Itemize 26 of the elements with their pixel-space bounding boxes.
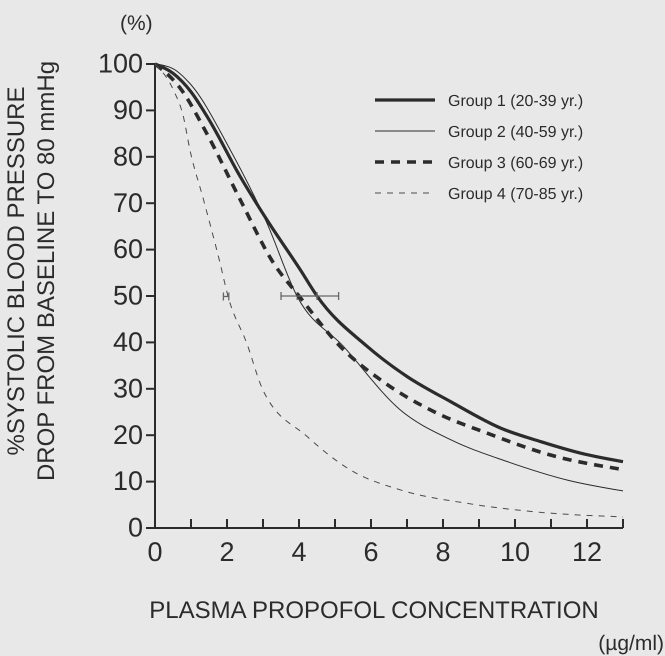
x-tick-label: 2 (219, 537, 235, 568)
x-axis-title: PLASMA PROPOFOL CONCENTRATION (149, 597, 599, 624)
x-tick-label: 12 (572, 537, 602, 568)
text: (µg/ml) (598, 632, 664, 655)
legend-label: Group 3 (60-69 yr.) (448, 155, 584, 172)
y-tick-label: 100 (98, 48, 143, 79)
x-tick-label: 6 (363, 537, 379, 568)
y-tick-label: 90 (112, 95, 143, 126)
y-tick-label: 50 (112, 280, 143, 311)
y-tick-label: 10 (112, 466, 143, 496)
y-tick-label: 70 (112, 188, 143, 218)
y-tick-label: 80 (112, 141, 143, 172)
y-axis-title: %SYSTOLIC BLOOD PRESSURE DROP FROM BASELINE TO 80 mmHg (3, 60, 60, 482)
y-tick-label: 40 (112, 327, 143, 358)
x-tick-label: 10 (500, 537, 530, 568)
y-tick-label: 0 (128, 512, 143, 543)
text: (%) (120, 12, 153, 35)
y-tick-label: 30 (112, 373, 143, 404)
x-tick-label: 8 (435, 537, 451, 568)
y-tick-label: 20 (112, 420, 143, 450)
x-tick-label: 0 (147, 537, 163, 568)
legend-label: Group 2 (40-59 yr.) (448, 124, 584, 141)
y-tick-label: 60 (112, 234, 143, 264)
x-tick-label: 4 (291, 537, 307, 568)
legend-label: Group 4 (70-85 yr.) (448, 186, 584, 203)
legend-label: Group 1 (20-39 yr.) (448, 93, 584, 110)
